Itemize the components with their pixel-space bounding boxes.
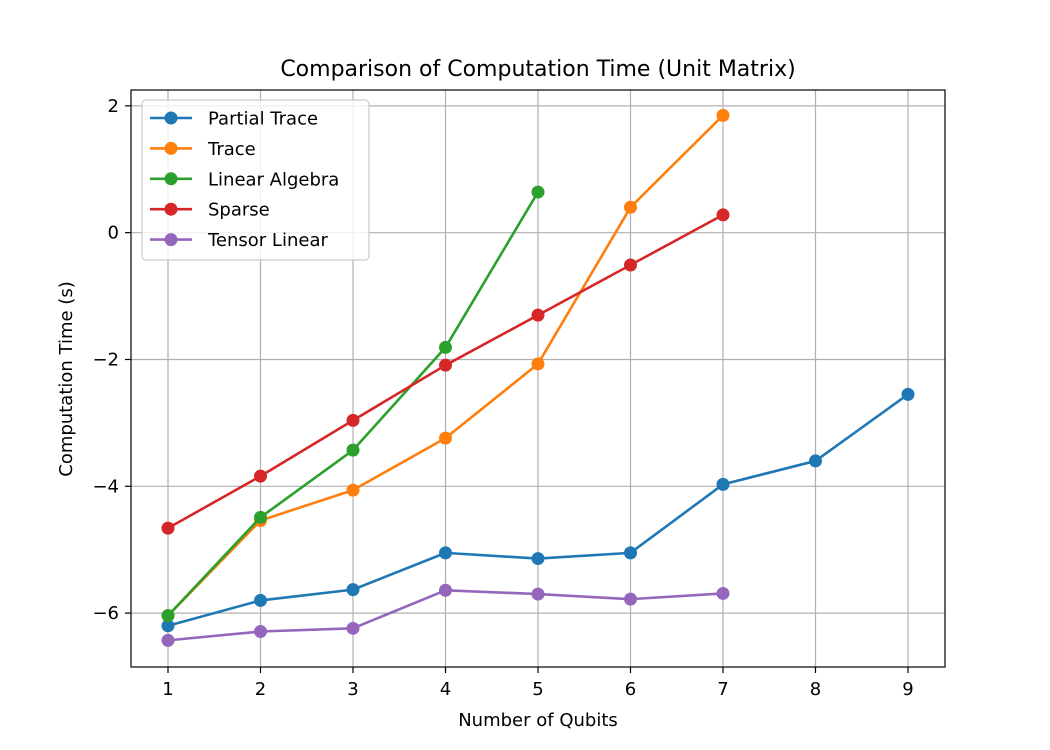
y-axis-ticks: −6 −4 −2 0 2 [92, 96, 131, 624]
y-tick-label: −4 [92, 476, 119, 497]
x-tick-label: 3 [347, 679, 358, 700]
data-point-partial-trace [346, 583, 360, 597]
data-point-partial-trace [716, 477, 730, 491]
legend-label: Linear Algebra [208, 169, 339, 190]
legend-marker [164, 202, 178, 216]
data-point-trace [346, 483, 360, 497]
data-point-trace [716, 108, 730, 122]
y-axis-label: Computation Time (s) [56, 281, 77, 476]
x-tick-label: 1 [162, 679, 173, 700]
data-point-partial-trace [624, 546, 637, 560]
data-point-tensor-linear [624, 592, 637, 606]
legend-marker [164, 172, 178, 186]
data-point-linear-algebra [254, 510, 267, 524]
data-point-sparse [624, 258, 637, 272]
data-point-partial-trace [901, 387, 915, 401]
legend-marker [164, 233, 178, 247]
x-axis-ticks: 1 2 3 4 5 6 7 8 9 [162, 667, 914, 700]
x-tick-label: 7 [717, 679, 728, 700]
data-point-partial-trace [161, 619, 175, 633]
legend-item-partial-trace: Partial Trace [150, 109, 318, 130]
legend-label: Tensor Linear [207, 230, 328, 251]
plot-frame [130, 89, 946, 668]
data-point-linear-algebra [439, 340, 452, 354]
y-tick-label: 0 [108, 223, 119, 244]
data-point-partial-trace [809, 454, 822, 468]
x-tick-label: 6 [625, 679, 636, 700]
data-point-trace [624, 200, 637, 214]
data-point-tensor-linear [716, 586, 730, 600]
legend-label: Sparse [208, 200, 270, 221]
data-point-partial-trace [439, 546, 452, 560]
data-point-tensor-linear [161, 633, 175, 647]
y-tick-label: 2 [108, 96, 119, 117]
data-point-sparse [161, 521, 175, 535]
x-tick-label: 2 [255, 679, 266, 700]
x-tick-label: 9 [902, 679, 913, 700]
data-point-tensor-linear [531, 587, 545, 601]
data-point-partial-trace [531, 552, 545, 566]
series-group [161, 108, 915, 647]
data-point-sparse [254, 469, 267, 483]
legend-marker [164, 111, 178, 125]
x-axis-label: Number of Qubits [458, 710, 618, 731]
data-point-linear-algebra [346, 443, 360, 457]
data-point-tensor-linear [439, 583, 452, 597]
y-tick-label: −2 [92, 349, 119, 370]
data-point-partial-trace [254, 593, 267, 607]
x-tick-label: 8 [810, 679, 821, 700]
chart-title: Comparison of Computation Time (Unit Mat… [280, 57, 795, 82]
legend-item-trace: Trace [150, 139, 256, 160]
y-tick-label: −6 [92, 603, 119, 624]
series-partial-trace [161, 387, 915, 633]
data-point-tensor-linear [254, 624, 267, 638]
series-linear-algebra [161, 185, 545, 623]
data-point-sparse [716, 208, 730, 222]
data-point-tensor-linear [346, 621, 360, 635]
legend-label: Partial Trace [208, 109, 318, 130]
x-tick-label: 4 [440, 679, 451, 700]
x-tick-label: 5 [532, 679, 543, 700]
data-point-sparse [531, 308, 545, 322]
data-point-trace [439, 431, 452, 445]
series-tensor-linear [161, 583, 730, 647]
legend-marker [164, 141, 178, 155]
data-point-linear-algebra [161, 609, 175, 623]
data-point-sparse [439, 358, 452, 372]
data-point-linear-algebra [531, 185, 545, 199]
legend-label: Trace [207, 139, 256, 160]
legend-item-sparse: Sparse [150, 200, 270, 221]
legend-item-linear-algebra: Linear Algebra [150, 169, 339, 190]
data-point-trace [531, 357, 545, 371]
legend-item-tensor-linear: Tensor Linear [150, 230, 328, 251]
legend-box [141, 99, 370, 261]
data-point-sparse [346, 413, 360, 427]
legend: Partial Trace Trace Linear Algebra Sparse Te… [141, 99, 370, 261]
series-sparse [161, 208, 730, 535]
